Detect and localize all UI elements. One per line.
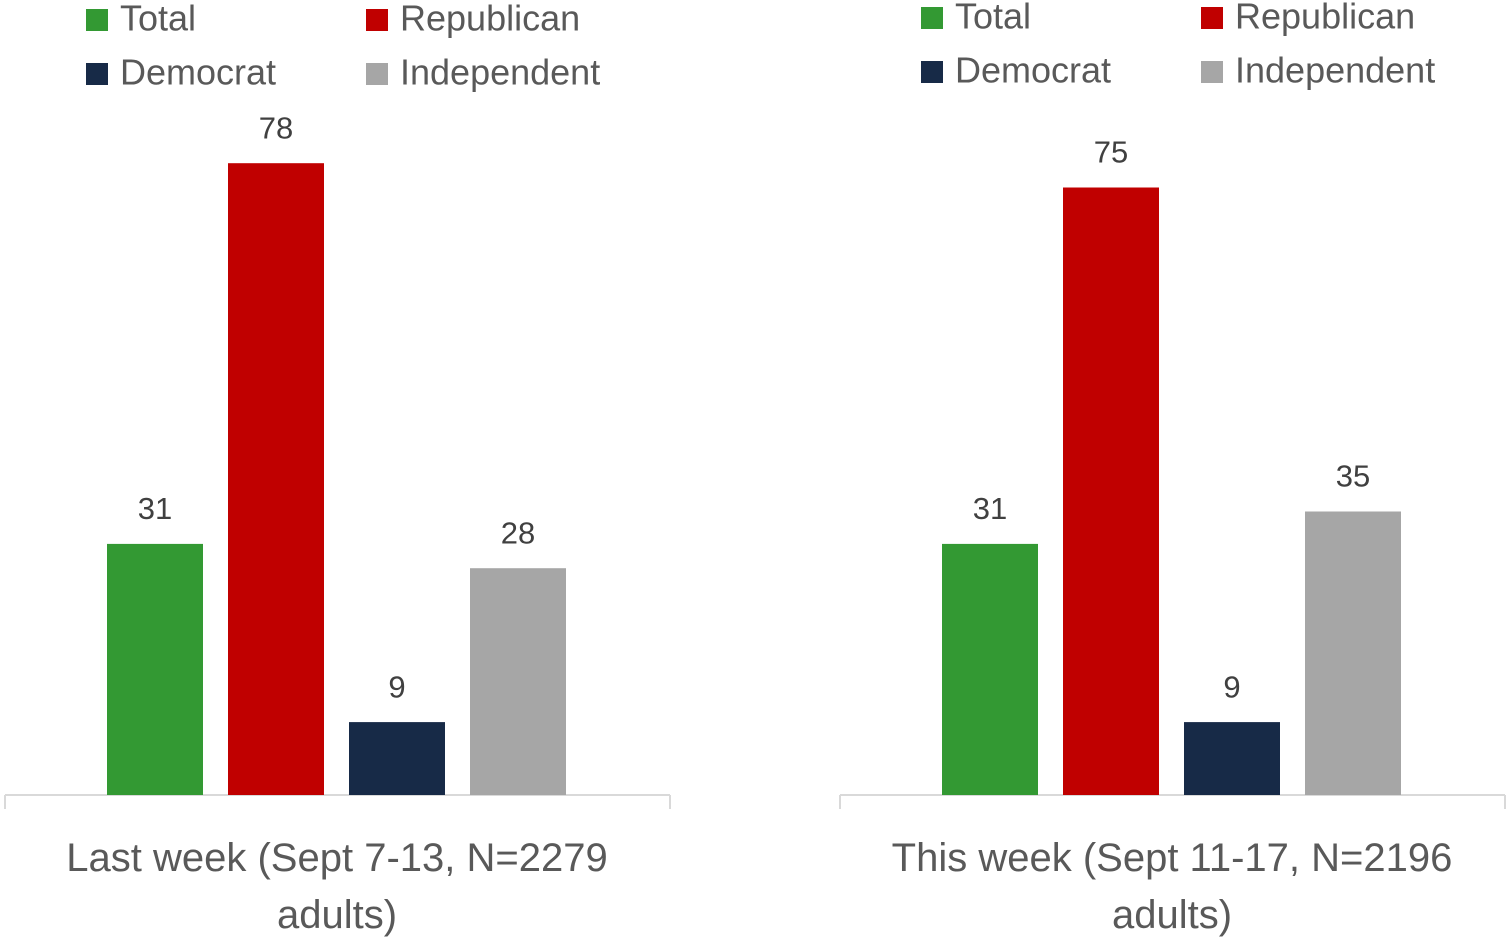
legend-label: Total [955, 0, 1031, 37]
legend-label: Independent [400, 52, 600, 93]
data-label: 35 [1336, 459, 1370, 494]
category-label: This week (Sept 11-17, N=2196 adults) [891, 836, 1453, 937]
legend-swatch [366, 9, 388, 31]
legend-label: Republican [400, 0, 580, 39]
data-label: 31 [138, 491, 172, 526]
legend-label: Total [120, 0, 196, 39]
legend-label: Independent [1235, 50, 1435, 91]
legend-swatch [86, 63, 108, 85]
legend-label: Republican [1235, 0, 1415, 37]
bar [942, 543, 1038, 795]
legend-label: Democrat [955, 50, 1111, 91]
data-label: 31 [973, 491, 1007, 526]
bar [470, 568, 566, 795]
data-label: 75 [1094, 135, 1128, 170]
legend-swatch [921, 61, 943, 83]
legend-swatch [921, 7, 943, 29]
bar [349, 722, 445, 795]
legend-swatch [366, 63, 388, 85]
bar [107, 543, 203, 795]
category-label: Last week (Sept 7-13, N=2279 adults) [66, 836, 608, 937]
legend-swatch [1201, 7, 1223, 29]
bar [1063, 187, 1159, 795]
data-label: 28 [501, 515, 535, 550]
bar [1184, 722, 1280, 795]
legend-label: Democrat [120, 52, 276, 93]
data-label: 9 [388, 669, 405, 704]
legend-swatch [1201, 61, 1223, 83]
data-label: 9 [1223, 669, 1240, 704]
bar [228, 163, 324, 795]
bar [1305, 511, 1401, 795]
legend-swatch [86, 9, 108, 31]
data-label: 78 [259, 110, 293, 145]
